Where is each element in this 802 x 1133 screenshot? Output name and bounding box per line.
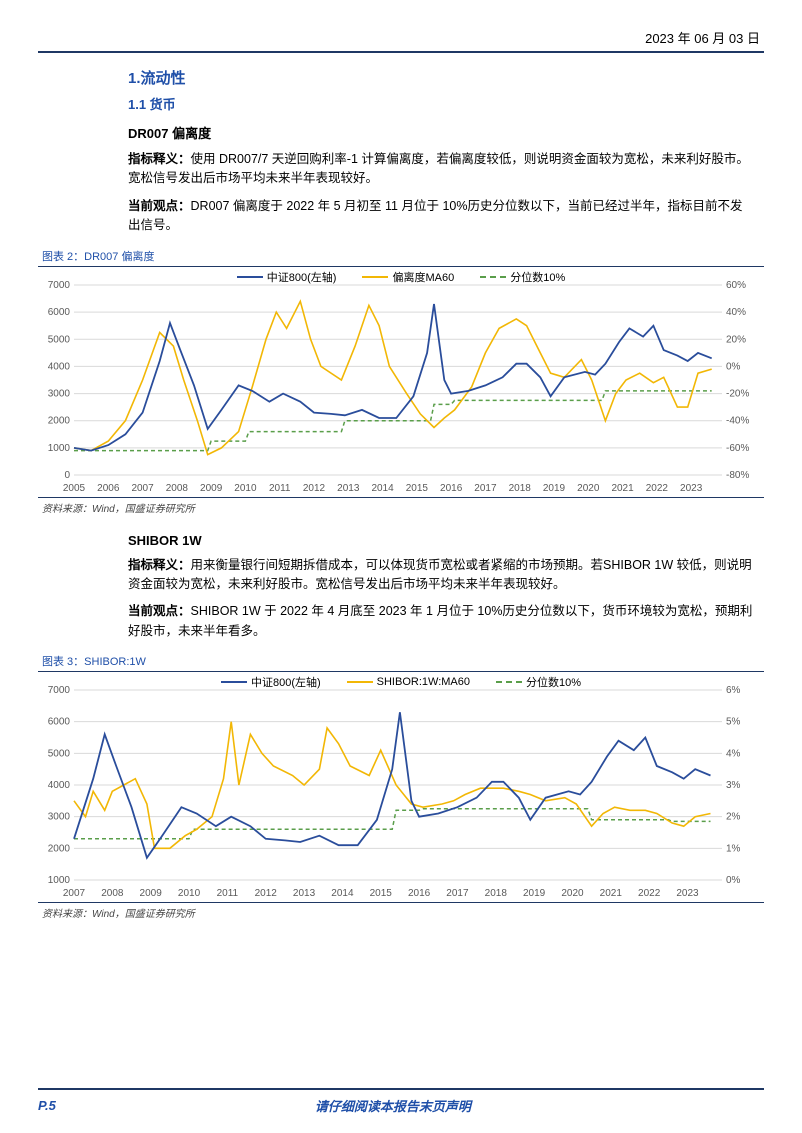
svg-text:3%: 3% [726,780,741,791]
svg-text:2015: 2015 [370,888,393,899]
svg-text:2016: 2016 [440,483,463,494]
svg-text:2000: 2000 [48,843,71,854]
svg-text:6000: 6000 [48,307,71,318]
dr007-view: 当前观点：DR007 偏离度于 2022 年 5 月初至 11 月位于 10%历… [128,197,754,236]
svg-text:2017: 2017 [446,888,469,899]
svg-text:2018: 2018 [509,483,532,494]
svg-text:-20%: -20% [726,388,749,399]
shibor-title: SHIBOR 1W [128,533,754,548]
dr007-view-label: 当前观点： [128,199,191,213]
svg-text:2010: 2010 [178,888,201,899]
svg-text:2005: 2005 [63,483,86,494]
shibor-view-label: 当前观点： [128,604,191,618]
header-date: 2023 年 06 月 03 日 [38,28,764,53]
section-h1: 1.流动性 [128,67,754,88]
svg-text:2007: 2007 [63,888,86,899]
svg-text:2021: 2021 [600,888,623,899]
chart3-legend1: 中证800(左轴) [251,674,321,690]
svg-text:2009: 2009 [200,483,223,494]
footer-disclaimer: 请仔细阅读本报告末页声明 [315,1096,471,1115]
svg-text:2023: 2023 [680,483,703,494]
chart2: 中证800(左轴) 偏离度MA60 分位数10% 0 1000 2000 3000 40… [38,267,764,497]
dr007-def-text: 使用 DR007/7 天逆回购利率-1 计算偏离度，若偏离度较低，则说明资金面较… [128,152,749,185]
svg-text:2014: 2014 [331,888,354,899]
shibor-definition: 指标释义：用来衡量银行间短期拆借成本，可以体现货币宽松或者紧缩的市场预期。若SH… [128,556,754,595]
svg-text:2011: 2011 [269,483,291,494]
chart2-legend2: 偏离度MA60 [392,269,454,285]
svg-text:2007: 2007 [131,483,154,494]
chart2-legend: 中证800(左轴) 偏离度MA60 分位数10% [38,269,764,285]
chart2-caption: 图表 2：DR007 偏离度 [38,248,764,267]
svg-text:-80%: -80% [726,470,749,481]
svg-text:5000: 5000 [48,334,71,345]
chart3-source: 资料来源：Wind，国盛证券研究所 [38,902,764,920]
svg-text:4000: 4000 [48,780,71,791]
shibor-def-label: 指标释义： [128,558,191,572]
svg-text:2010: 2010 [234,483,257,494]
svg-text:4%: 4% [726,748,741,759]
svg-text:4000: 4000 [48,361,71,372]
svg-text:2000: 2000 [48,415,71,426]
svg-text:1000: 1000 [48,442,71,453]
chart3-caption: 图表 3：SHIBOR:1W [38,653,764,672]
shibor-view-text: SHIBOR 1W 于 2022 年 4 月底至 2023 年 1 月位于 10… [128,604,752,637]
svg-text:-60%: -60% [726,442,749,453]
svg-text:0%: 0% [726,875,741,886]
chart3-legend2: SHIBOR:1W:MA60 [377,676,470,688]
svg-text:1000: 1000 [48,875,71,886]
svg-text:2006: 2006 [97,483,120,494]
shibor-view: 当前观点：SHIBOR 1W 于 2022 年 4 月底至 2023 年 1 月… [128,602,754,641]
dr007-def-label: 指标释义： [128,152,191,166]
svg-text:40%: 40% [726,307,746,318]
svg-text:2008: 2008 [101,888,124,899]
svg-text:2018: 2018 [485,888,508,899]
svg-text:0: 0 [64,470,70,481]
svg-text:2021: 2021 [611,483,634,494]
svg-text:2019: 2019 [543,483,566,494]
svg-text:3000: 3000 [48,388,71,399]
svg-text:2017: 2017 [474,483,497,494]
svg-text:2012: 2012 [303,483,326,494]
svg-text:20%: 20% [726,334,746,345]
dr007-view-text: DR007 偏离度于 2022 年 5 月初至 11 月位于 10%历史分位数以… [128,199,742,232]
svg-text:2020: 2020 [577,483,600,494]
svg-text:2015: 2015 [406,483,429,494]
svg-text:2012: 2012 [255,888,278,899]
chart3-legend: 中证800(左轴) SHIBOR:1W:MA60 分位数10% [38,674,764,690]
svg-text:2016: 2016 [408,888,431,899]
chart2-legend3: 分位数10% [510,269,565,285]
svg-text:6000: 6000 [48,717,71,728]
chart2-legend1: 中证800(左轴) [267,269,337,285]
svg-text:2023: 2023 [676,888,699,899]
svg-text:2%: 2% [726,812,741,823]
svg-text:2013: 2013 [337,483,360,494]
svg-text:2013: 2013 [293,888,316,899]
svg-text:5%: 5% [726,717,741,728]
svg-text:2020: 2020 [561,888,584,899]
svg-text:2011: 2011 [217,888,239,899]
svg-text:2008: 2008 [166,483,189,494]
dr007-definition: 指标释义：使用 DR007/7 天逆回购利率-1 计算偏离度，若偏离度较低，则说… [128,150,754,189]
svg-text:1%: 1% [726,843,741,854]
page-number: P.5 [38,1098,56,1113]
svg-text:5000: 5000 [48,748,71,759]
chart3: 中证800(左轴) SHIBOR:1W:MA60 分位数10% 1000 2000… [38,672,764,902]
dr007-title: DR007 偏离度 [128,123,754,142]
svg-text:2014: 2014 [371,483,394,494]
section-h2: 1.1 货币 [128,94,754,113]
footer: P.5 请仔细阅读本报告末页声明 [38,1088,764,1115]
svg-text:0%: 0% [726,361,741,372]
svg-text:2022: 2022 [646,483,669,494]
svg-text:2009: 2009 [140,888,163,899]
shibor-def-text: 用来衡量银行间短期拆借成本，可以体现货币宽松或者紧缩的市场预期。若SHIBOR … [128,558,752,591]
chart2-source: 资料来源：Wind，国盛证券研究所 [38,497,764,515]
chart3-legend3: 分位数10% [526,674,581,690]
svg-text:2022: 2022 [638,888,661,899]
svg-text:2019: 2019 [523,888,546,899]
svg-text:3000: 3000 [48,812,71,823]
svg-text:-40%: -40% [726,415,749,426]
